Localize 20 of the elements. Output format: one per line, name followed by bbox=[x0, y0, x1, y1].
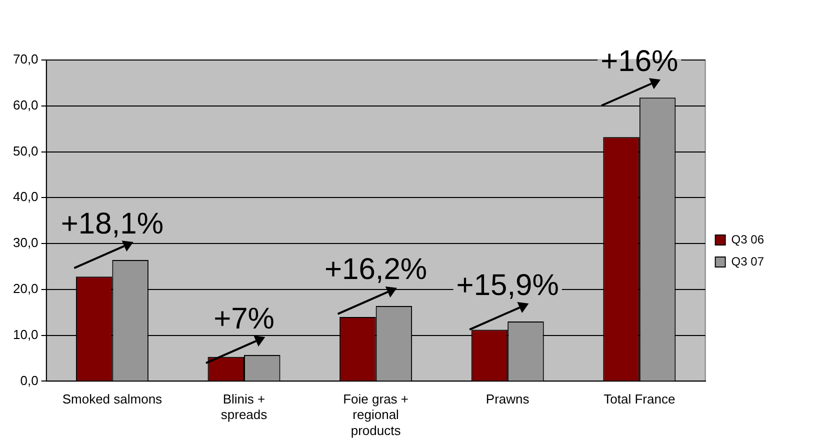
y-tick-label: 60,0 bbox=[12, 97, 38, 112]
annotation: +16,2% bbox=[324, 253, 428, 286]
y-tick-label: 40,0 bbox=[12, 189, 38, 204]
annotation: +7% bbox=[214, 302, 274, 336]
annotation: +18,1% bbox=[60, 207, 164, 240]
y-tick-label: 50,0 bbox=[12, 143, 38, 158]
y-tick-label: 20,0 bbox=[12, 281, 38, 296]
y-tick-label: 30,0 bbox=[12, 235, 38, 250]
annotation: +16% bbox=[600, 44, 678, 78]
y-tick-label: 10,0 bbox=[12, 326, 38, 342]
x-tick-label: Total France bbox=[604, 392, 676, 407]
x-tick-label: Blinis + spreads bbox=[220, 392, 268, 422]
legend-label: Q3 07 bbox=[731, 254, 764, 268]
y-tick-label: 70,0 bbox=[12, 52, 38, 67]
y-tick-label: 0,0 bbox=[20, 372, 38, 388]
annotation: +15,9% bbox=[456, 268, 559, 302]
x-tick-label: Prawns bbox=[486, 392, 530, 407]
x-tick-label: Foie gras + regional products bbox=[343, 392, 409, 438]
x-tick-label: Smoked salmons bbox=[62, 392, 163, 407]
legend-label: Q3 06 bbox=[731, 232, 764, 246]
